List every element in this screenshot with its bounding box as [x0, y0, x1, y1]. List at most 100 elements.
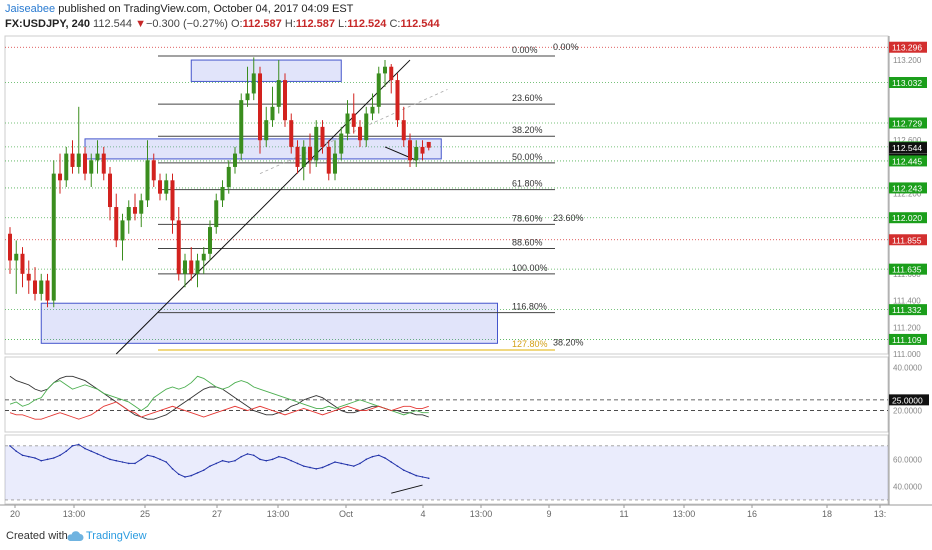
last-price: 112.544 — [93, 18, 132, 30]
symbol-line: FX:USDJPY, 240 112.544 ▼−0.300 (−0.27%) … — [5, 18, 440, 30]
candle-body — [314, 126, 319, 161]
adx-level-label: 25.0000 — [892, 395, 923, 405]
high-label: H: — [284, 18, 296, 30]
rsi-point — [290, 459, 293, 462]
fib-level-label: 78.60% — [512, 213, 543, 223]
price-tag — [889, 212, 927, 224]
candle-body — [108, 173, 112, 208]
candle-body — [189, 260, 194, 274]
rsi-point — [140, 458, 143, 461]
candle-body — [201, 253, 206, 261]
candle-body — [158, 180, 162, 194]
fib-level-label: 88.60% — [512, 237, 543, 247]
candle-body — [383, 66, 387, 74]
candle-body — [70, 153, 75, 167]
candle-body — [14, 253, 19, 261]
candle-body — [339, 133, 344, 154]
open-value: 112.587 — [242, 18, 282, 30]
candle-body — [358, 126, 362, 141]
candle-body — [164, 180, 169, 194]
price-tag — [889, 263, 927, 275]
rsi-axis-tick: 60.0000 — [893, 455, 922, 464]
price-tag — [889, 182, 927, 194]
rsi-point — [377, 454, 380, 457]
rsi-point — [409, 472, 411, 474]
symbol-label[interactable]: FX:USDJPY, 240 — [5, 18, 90, 30]
candle-body — [426, 141, 431, 148]
candle-body — [208, 227, 212, 254]
rsi-point — [134, 462, 136, 465]
rsi-point — [252, 454, 255, 457]
rsi-point — [27, 455, 30, 458]
time-axis-label: 16 — [747, 509, 757, 519]
candle-body — [401, 120, 406, 141]
rsi-point — [321, 466, 324, 469]
rsi-point — [384, 457, 386, 459]
rsi-point — [309, 466, 311, 469]
adx-series-minus_di — [9, 401, 429, 420]
price-tag — [889, 142, 927, 154]
price-axis-tick: 112.200 — [893, 190, 922, 199]
adx-axis-tick: 20.0000 — [893, 407, 922, 416]
candle-body — [351, 113, 356, 127]
fib-level-label: 50.00% — [512, 152, 543, 162]
rsi-point — [277, 455, 280, 458]
candle-body — [270, 106, 275, 121]
candle-body — [20, 253, 25, 274]
rsi-point — [21, 454, 24, 457]
time-axis-label: 20 — [10, 509, 20, 519]
price-tag — [889, 234, 927, 246]
candle-body — [226, 166, 231, 187]
rsi-point — [240, 455, 243, 458]
candle-body — [283, 80, 287, 121]
rsi-point — [90, 450, 93, 453]
candle-body — [239, 100, 244, 154]
rsi-point — [9, 445, 11, 447]
candle-body — [320, 126, 325, 147]
candle-body — [364, 113, 369, 141]
rsi-point — [159, 458, 161, 461]
rsi-point — [371, 455, 374, 458]
fib-level-label: 127.80% — [512, 339, 548, 349]
low-value: 112.524 — [347, 18, 387, 30]
rsi-point — [390, 461, 393, 463]
candle-body — [58, 173, 62, 181]
low-label: L: — [338, 18, 348, 30]
rsi-point — [40, 459, 43, 462]
rsi-point — [271, 458, 274, 461]
candle-body — [120, 220, 125, 241]
publisher-link[interactable]: Jaiseabee — [5, 3, 56, 15]
rsi-point — [352, 465, 355, 467]
rsi-point — [115, 459, 118, 462]
fib-level-label: 61.80% — [512, 179, 543, 189]
price-chart[interactable]: 0.00% 23.60% 38.20% 50.00% 61.80% 78.60% 88.60… — [0, 0, 932, 522]
adx-series-adx — [9, 375, 429, 420]
rsi-point — [284, 457, 286, 459]
rsi-point — [221, 459, 224, 462]
rsi-point — [402, 469, 405, 471]
rsi-point — [265, 459, 268, 462]
tradingview-cloud-icon[interactable] — [66, 530, 84, 542]
candle-body — [345, 113, 350, 134]
rsi-point — [234, 459, 236, 462]
candle-body — [326, 146, 331, 174]
price-change: −0.300 (−0.27%) — [145, 18, 228, 30]
candle-body — [114, 207, 119, 241]
fib-level-label: 116.80% — [512, 302, 547, 312]
candle-body — [389, 66, 394, 81]
candle-body — [301, 146, 306, 167]
candle-body — [45, 280, 50, 301]
open-label: O: — [230, 18, 243, 30]
fib-level-label: 100.00% — [512, 263, 548, 273]
price-tag-label: 113.296 — [892, 43, 922, 53]
rsi-point — [196, 472, 199, 474]
price-tag — [889, 304, 927, 316]
high-value: 112.587 — [295, 18, 335, 30]
created-with-text: Created with — [6, 530, 68, 542]
tradingview-brand[interactable]: TradingView — [86, 530, 147, 542]
candle-body — [233, 153, 237, 167]
price-axis-tick: 113.200 — [893, 56, 922, 65]
candle-body — [370, 106, 375, 114]
zone-rectangle — [84, 138, 442, 160]
fib-secondary-label: 23.60% — [553, 213, 584, 223]
